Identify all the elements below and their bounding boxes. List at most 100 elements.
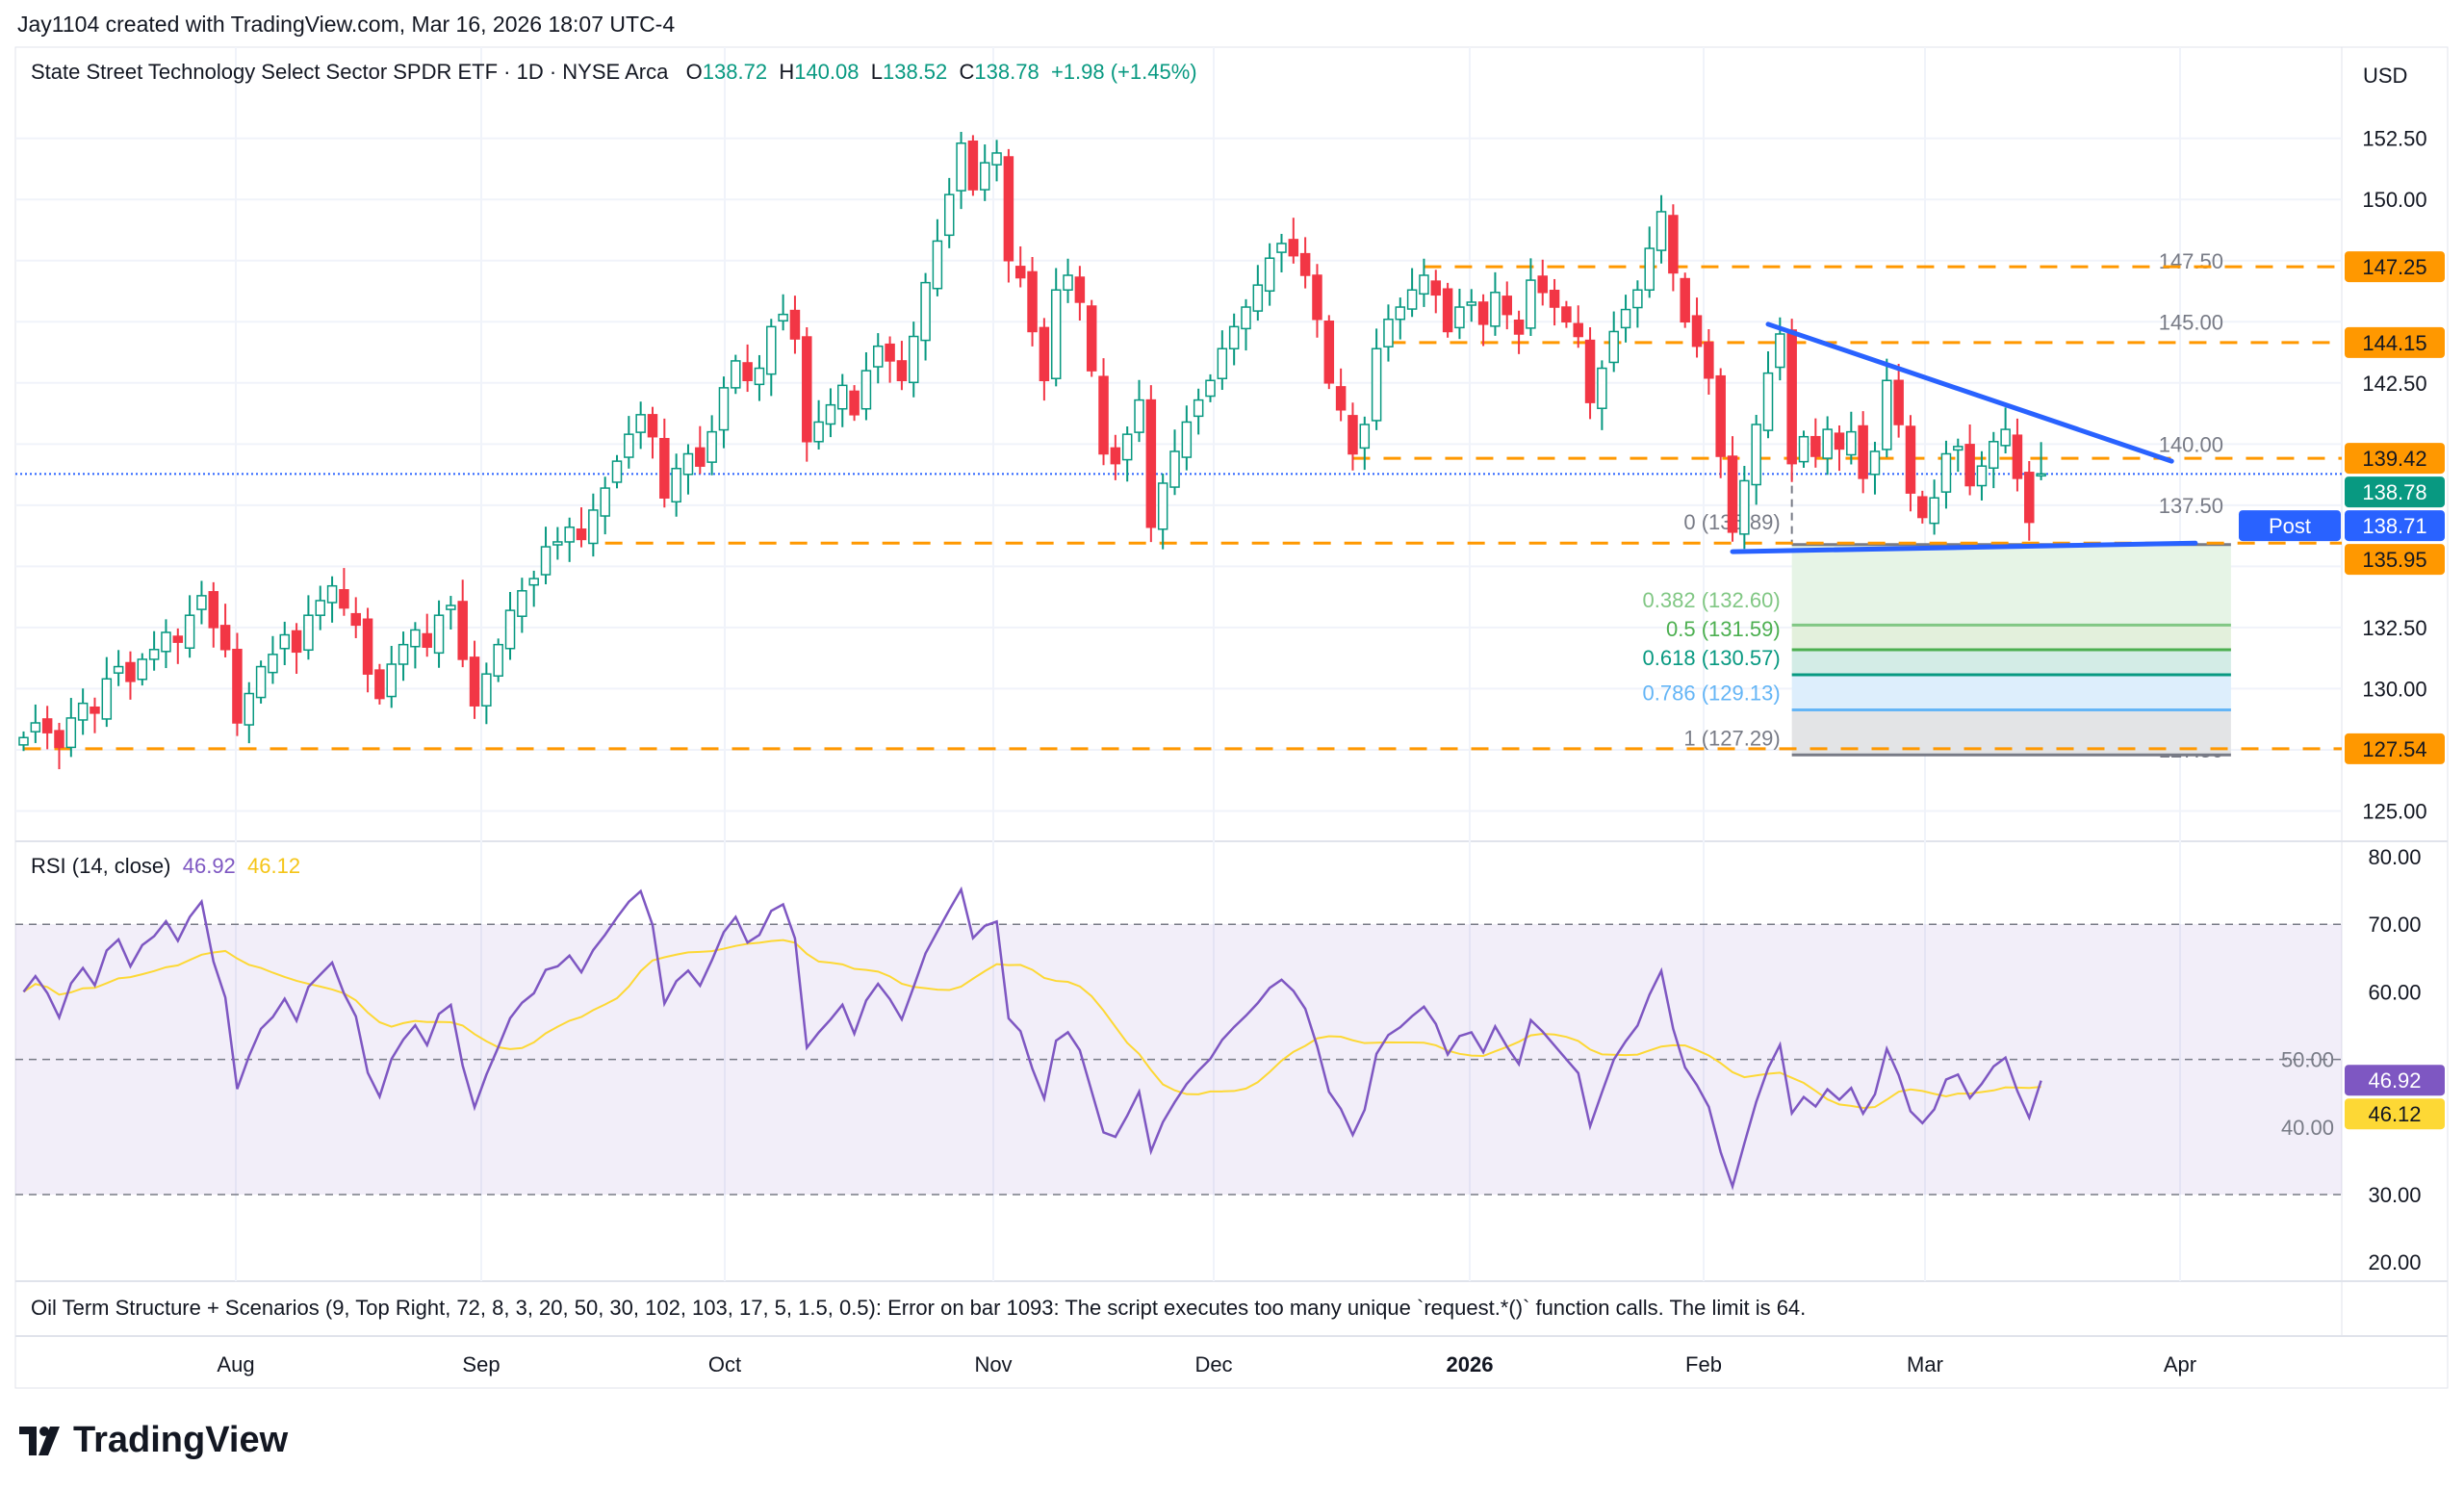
candle-body (789, 309, 801, 340)
candle-body (1834, 432, 1845, 450)
rsi-ma-value: 46.12 (247, 854, 301, 878)
time-tick-label: Apr (2164, 1352, 2196, 1376)
candle-body (1169, 450, 1180, 488)
candle-down (1584, 326, 1596, 420)
candle-up (956, 131, 966, 210)
chart-credit: Jay1104 created with TradingView.com, Ma… (17, 12, 676, 37)
rsi-value: 46.92 (182, 854, 236, 878)
candle-body (860, 370, 872, 410)
candle-body (101, 678, 113, 720)
candle-body (65, 717, 77, 749)
candle-body (255, 665, 267, 699)
fib-zone (1791, 650, 2231, 675)
level-price-badge-bg (2345, 733, 2445, 764)
currency-label[interactable]: USD (2363, 64, 2408, 88)
candle-up (386, 645, 397, 708)
candle-down (1691, 297, 1703, 358)
price-tick-label: 145.00 (2159, 310, 2223, 334)
candle-up (671, 453, 681, 517)
candle-up (1359, 416, 1371, 471)
candle-down (1561, 300, 1572, 328)
price-tick-label: 150.00 (2362, 188, 2426, 212)
candle-up (1751, 415, 1761, 505)
candle-body (1205, 379, 1216, 398)
price-tick-label: 130.00 (2362, 677, 2426, 701)
candle-body (873, 345, 884, 368)
candle-up (979, 144, 990, 201)
candle-body (1549, 290, 1560, 308)
candle-up (1608, 311, 1619, 373)
candle-body (291, 630, 302, 654)
candle-body (1786, 329, 1797, 465)
candle-down (1549, 278, 1560, 326)
candle-down (1014, 245, 1026, 288)
change-value: +1.98 (+1.45%) (1050, 60, 1197, 84)
level-price-badge-bg (2345, 326, 2445, 358)
candle-body (433, 614, 445, 655)
candle-down (208, 581, 219, 648)
rsi-tick-label: 20.00 (2368, 1250, 2421, 1274)
candle-body (1561, 306, 1572, 323)
candle-up (624, 416, 634, 469)
candle-body (1597, 367, 1607, 409)
candle-up (1822, 416, 1833, 476)
candle-down (1348, 402, 1358, 471)
candle-down (647, 406, 658, 459)
candle-body (422, 632, 432, 648)
candle-body (1704, 341, 1714, 379)
candle-up (481, 662, 492, 725)
candle-down (1110, 434, 1121, 480)
candle-up (1063, 258, 1073, 303)
candle-body (481, 673, 492, 707)
candle-body (885, 343, 895, 362)
candle-down (1442, 282, 1453, 338)
candle-up (137, 653, 148, 686)
candle-body (1395, 306, 1406, 321)
price-tick-label: 140.00 (2159, 432, 2223, 456)
indicator-error-message: Oil Term Structure + Scenarios (9, Top R… (31, 1296, 1807, 1320)
price-tick-label: 125.00 (2362, 799, 2426, 823)
candle-body (706, 430, 717, 463)
candle-up (184, 595, 195, 658)
candle-body (1252, 284, 1264, 312)
candle-body (1241, 306, 1251, 330)
candle-down (576, 507, 587, 548)
candle-body (172, 635, 184, 643)
candle-body (1513, 320, 1525, 335)
candle-body (979, 162, 990, 191)
time-tick-label: Sep (462, 1352, 500, 1376)
candle-body (446, 605, 456, 610)
candle-body (1121, 433, 1133, 461)
rsi-title[interactable]: RSI (14, close) (31, 854, 171, 878)
candle-down (1715, 368, 1726, 478)
candle-body (1869, 450, 1881, 476)
candle-body (1181, 421, 1193, 458)
candle-up (1490, 271, 1501, 336)
rsi-tick-label: 50.00 (2281, 1048, 2334, 1072)
candle-up (873, 333, 884, 384)
symbol-title[interactable]: State Street Technology Select Sector SP… (31, 60, 669, 84)
candle-body (754, 367, 765, 386)
candle-down (659, 418, 670, 508)
fib-level-label: 0.5 (131.59) (1666, 617, 1781, 641)
candle-down (125, 651, 136, 700)
candle-up (920, 272, 931, 361)
candle-up (943, 177, 955, 248)
candle-body (386, 663, 397, 698)
rsi-line (22, 886, 2042, 1191)
candle-down (172, 628, 184, 664)
candle-body (813, 421, 824, 443)
candle-up (18, 731, 29, 752)
candle-body (232, 649, 243, 724)
tradingview-logo[interactable]: TradingView (19, 1420, 288, 1461)
candle-up (1371, 328, 1382, 430)
low-value: 138.52 (882, 60, 948, 84)
candle-body (1063, 274, 1073, 291)
candle-up (1940, 440, 1952, 509)
candle-down (1039, 318, 1050, 401)
candle-up (1466, 289, 1477, 322)
time-tick-label: Aug (217, 1352, 254, 1376)
candle-down (1027, 257, 1038, 347)
candle-body (1822, 428, 1833, 459)
